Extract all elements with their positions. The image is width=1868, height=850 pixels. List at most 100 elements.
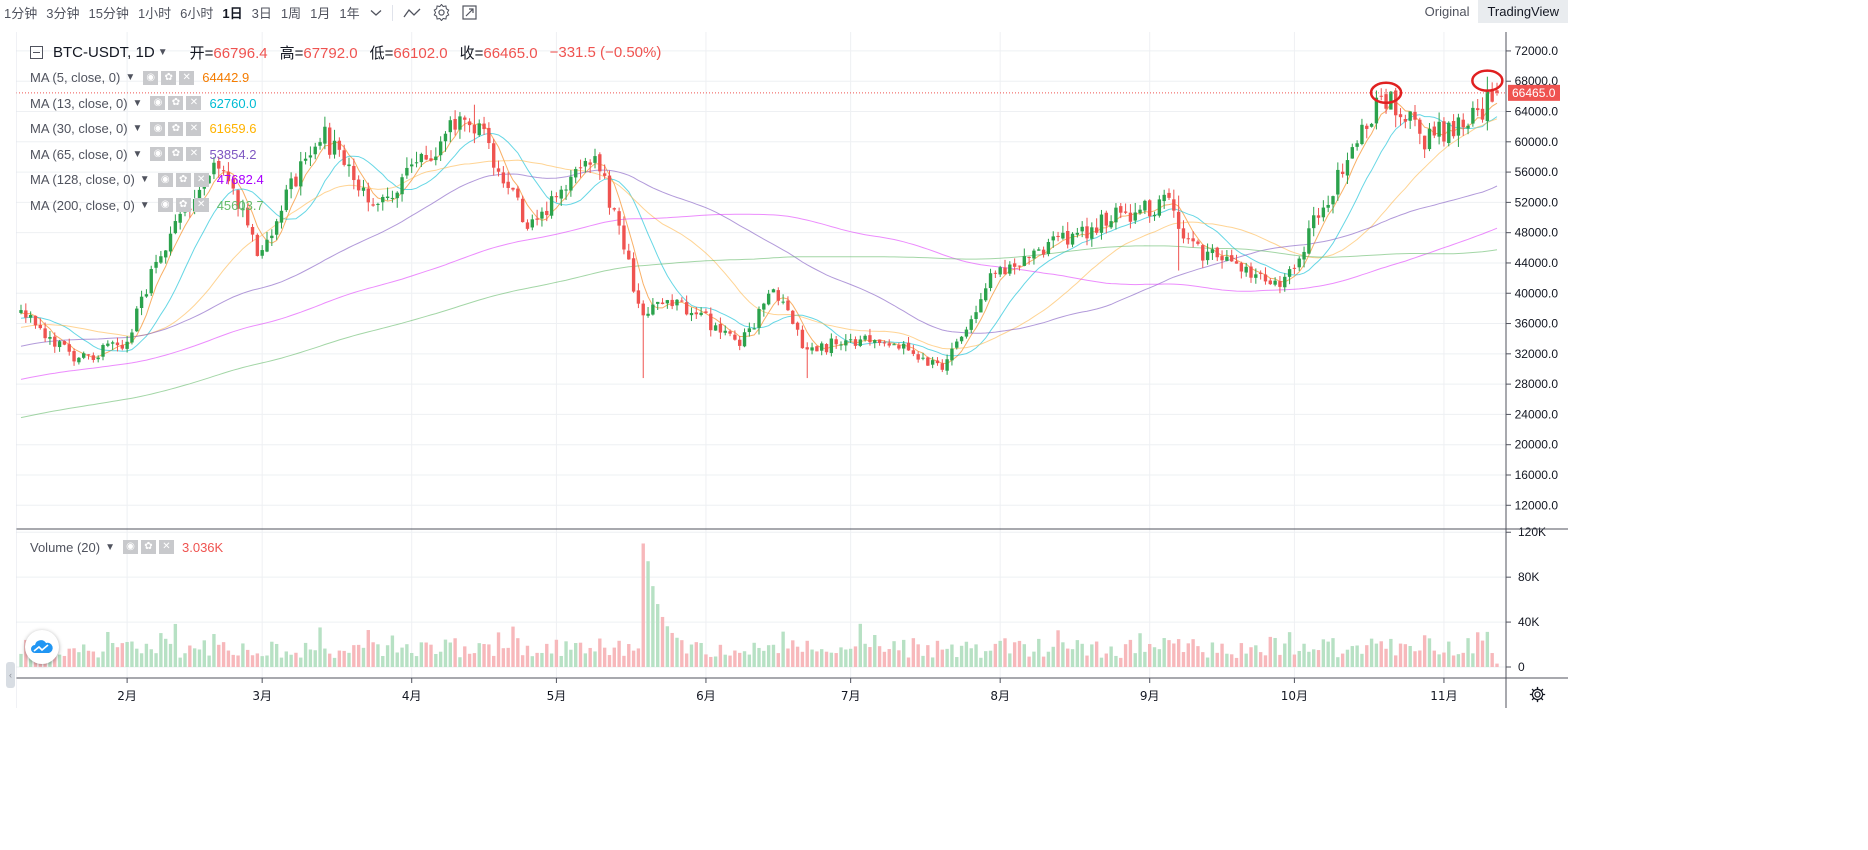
candle[interactable] — [583, 157, 588, 173]
candle[interactable] — [371, 198, 375, 207]
candle[interactable] — [1041, 246, 1046, 258]
candle[interactable] — [110, 340, 115, 350]
candle[interactable] — [1360, 118, 1364, 146]
candle[interactable] — [699, 307, 703, 317]
timeframe-3d[interactable]: 3日 — [251, 6, 272, 21]
candle[interactable] — [684, 295, 689, 316]
tradingview-logo-button[interactable] — [25, 630, 59, 664]
candle[interactable] — [955, 338, 959, 350]
candle[interactable] — [1432, 121, 1436, 139]
candle[interactable] — [848, 333, 853, 343]
candle[interactable] — [130, 328, 134, 345]
candle[interactable] — [139, 290, 144, 316]
fullscreen-icon[interactable] — [461, 5, 477, 20]
candle[interactable] — [19, 304, 23, 315]
candle[interactable] — [67, 338, 71, 356]
candle[interactable] — [1051, 231, 1055, 248]
candle[interactable] — [1056, 231, 1060, 242]
candle[interactable] — [1191, 231, 1195, 248]
candle[interactable] — [713, 322, 718, 331]
chevron-down-icon[interactable]: ▼ — [132, 148, 143, 160]
eye-icon[interactable]: ◉ — [150, 96, 166, 111]
candle[interactable] — [1061, 225, 1065, 240]
candle[interactable] — [554, 192, 559, 203]
candle[interactable] — [38, 318, 42, 330]
candle[interactable] — [926, 356, 930, 366]
candle[interactable] — [101, 343, 105, 361]
candle[interactable] — [525, 219, 530, 231]
candle[interactable] — [559, 185, 563, 206]
candle[interactable] — [318, 137, 322, 150]
candle[interactable] — [1312, 206, 1316, 237]
candle[interactable] — [540, 207, 544, 227]
candle[interactable] — [1094, 218, 1099, 235]
candle[interactable] — [458, 112, 462, 139]
gear-icon[interactable]: ✿ — [175, 198, 191, 213]
candle[interactable] — [212, 157, 216, 180]
candle[interactable] — [800, 325, 805, 349]
candle[interactable] — [728, 329, 732, 337]
candle[interactable] — [617, 207, 621, 235]
candle[interactable] — [72, 348, 76, 366]
candle[interactable] — [1379, 88, 1383, 101]
candle[interactable] — [612, 207, 616, 212]
timeframe-1min[interactable]: 1分钟 — [4, 6, 38, 21]
candle[interactable] — [1480, 97, 1485, 123]
candle[interactable] — [1283, 273, 1287, 292]
candle[interactable] — [511, 187, 515, 192]
candle[interactable] — [1109, 215, 1113, 229]
candle[interactable] — [598, 152, 602, 180]
candle[interactable] — [588, 159, 592, 174]
candle[interactable] — [1451, 114, 1456, 139]
candle[interactable] — [844, 334, 848, 352]
candle[interactable] — [226, 162, 231, 185]
candle[interactable] — [453, 110, 457, 136]
candle[interactable] — [1340, 163, 1345, 178]
candle[interactable] — [289, 172, 293, 199]
candle[interactable] — [265, 232, 269, 253]
timeframe-1h[interactable]: 1小时 — [137, 6, 172, 21]
candle[interactable] — [660, 298, 665, 305]
candle[interactable] — [839, 341, 843, 351]
candle[interactable] — [1326, 195, 1330, 213]
candle[interactable] — [501, 166, 506, 188]
candle[interactable] — [48, 331, 52, 345]
collapse-legend-icon[interactable] — [30, 45, 43, 59]
candle[interactable] — [1321, 200, 1326, 222]
candle[interactable] — [820, 341, 824, 356]
candle[interactable] — [670, 294, 674, 310]
candle[interactable] — [1128, 204, 1133, 229]
candle[interactable] — [1138, 205, 1142, 215]
candle[interactable] — [1123, 203, 1128, 215]
gear-icon[interactable]: ✿ — [168, 96, 184, 111]
gear-icon[interactable] — [433, 4, 450, 21]
candle[interactable] — [438, 136, 443, 162]
candle[interactable] — [1210, 244, 1215, 260]
candle[interactable] — [1215, 246, 1219, 262]
candle[interactable] — [969, 315, 973, 333]
candle[interactable] — [419, 152, 424, 168]
candle[interactable] — [593, 148, 597, 169]
candle[interactable] — [921, 352, 925, 361]
candle[interactable] — [974, 305, 978, 324]
candle[interactable] — [1080, 221, 1084, 238]
candle[interactable] — [1263, 267, 1268, 285]
candle[interactable] — [766, 289, 771, 306]
candle[interactable] — [1307, 220, 1311, 255]
chevron-down-icon[interactable]: ▼ — [139, 174, 150, 186]
candle[interactable] — [149, 265, 153, 296]
candle[interactable] — [569, 170, 573, 197]
candle[interactable] — [294, 173, 298, 188]
candle[interactable] — [390, 190, 395, 203]
candle[interactable] — [815, 345, 819, 352]
candle[interactable] — [574, 166, 578, 184]
candle[interactable] — [443, 131, 448, 152]
candle[interactable] — [62, 340, 67, 346]
candle[interactable] — [173, 214, 178, 235]
close-icon[interactable]: ✕ — [186, 96, 202, 111]
candle[interactable] — [892, 342, 896, 346]
candle[interactable] — [496, 160, 501, 177]
candle[interactable] — [429, 150, 433, 162]
candle[interactable] — [1176, 195, 1181, 271]
candle[interactable] — [53, 332, 57, 353]
